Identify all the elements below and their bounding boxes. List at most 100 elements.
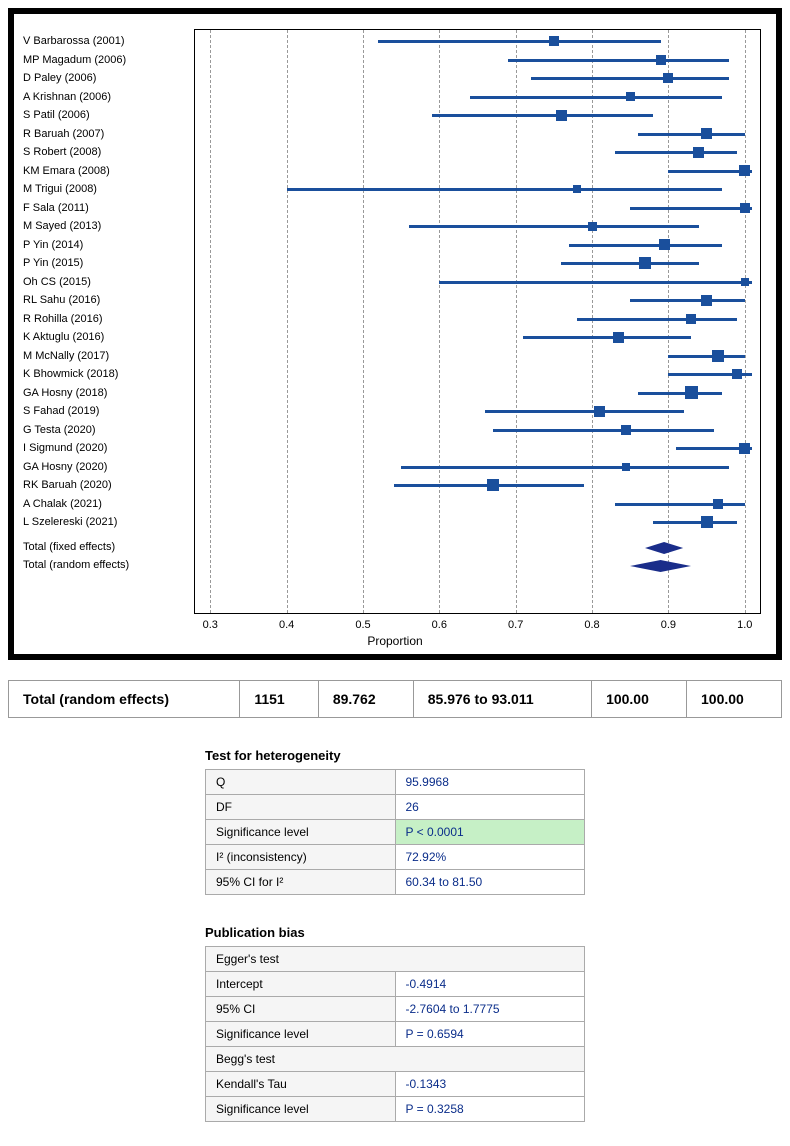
study-row: S Patil (2006) — [195, 106, 760, 125]
ci-line — [638, 392, 722, 395]
total-label: Total (fixed effects) — [23, 538, 188, 556]
pb-value: -2.7604 to 1.7775 — [395, 997, 585, 1022]
ci-line — [615, 503, 745, 506]
point-estimate — [712, 350, 724, 362]
summary-label: Total (random effects) — [9, 681, 240, 718]
study-label: K Aktuglu (2016) — [23, 328, 188, 346]
pubbias-title: Publication bias — [205, 925, 585, 940]
table-row: 95% CI for I²60.34 to 81.50 — [206, 870, 585, 895]
x-tick: 1.0 — [737, 619, 752, 631]
study-label: Oh CS (2015) — [23, 273, 188, 291]
diamond-icon — [645, 542, 683, 554]
study-row: A Chalak (2021) — [195, 495, 760, 514]
study-label: V Barbarossa (2001) — [23, 32, 188, 50]
x-tick: 0.3 — [203, 619, 218, 631]
point-estimate — [693, 147, 704, 158]
study-row: I Sigmund (2020) — [195, 439, 760, 458]
het-key: I² (inconsistency) — [206, 845, 396, 870]
study-row: L Szelereski (2021) — [195, 513, 760, 532]
point-estimate — [588, 222, 597, 231]
diamond-icon — [630, 560, 691, 572]
pb-section-head: Begg's test — [206, 1047, 585, 1072]
summary-table: Total (random effects) 1151 89.762 85.97… — [8, 680, 782, 718]
table-row: Begg's test — [206, 1047, 585, 1072]
study-row: G Testa (2020) — [195, 421, 760, 440]
ci-line — [470, 96, 722, 99]
study-row: RK Baruah (2020) — [195, 476, 760, 495]
x-tick: 0.8 — [584, 619, 599, 631]
study-row: R Rohilla (2016) — [195, 310, 760, 329]
point-estimate — [740, 203, 750, 213]
x-tick: 0.5 — [355, 619, 370, 631]
ci-line — [561, 262, 698, 265]
ci-line — [508, 59, 729, 62]
x-tick: 0.4 — [279, 619, 294, 631]
ci-line — [378, 40, 661, 43]
het-value: P < 0.0001 — [395, 820, 585, 845]
point-estimate — [639, 257, 651, 269]
study-row: D Paley (2006) — [195, 69, 760, 88]
point-estimate — [573, 185, 581, 193]
pb-value: P = 0.3258 — [395, 1097, 585, 1122]
study-label: G Testa (2020) — [23, 421, 188, 439]
study-row: K Aktuglu (2016) — [195, 328, 760, 347]
study-row: F Sala (2011) — [195, 199, 760, 218]
ci-line — [439, 281, 752, 284]
summary-w1: 100.00 — [592, 681, 687, 718]
point-estimate — [741, 278, 749, 286]
het-key: Q — [206, 770, 396, 795]
het-value: 60.34 to 81.50 — [395, 870, 585, 895]
table-row: Q95.9968 — [206, 770, 585, 795]
ci-line — [401, 466, 729, 469]
point-estimate — [621, 425, 631, 435]
study-label: M Trigui (2008) — [23, 180, 188, 198]
study-label: S Fahad (2019) — [23, 402, 188, 420]
ci-line — [630, 207, 752, 210]
ci-line — [577, 318, 737, 321]
study-row: S Robert (2008) — [195, 143, 760, 162]
table-row: DF26 — [206, 795, 585, 820]
plot-area: 0.30.40.50.60.70.80.91.0V Barbarossa (20… — [194, 29, 761, 614]
ci-line — [615, 151, 737, 154]
heterogeneity-title: Test for heterogeneity — [205, 748, 585, 763]
summary-w2: 100.00 — [687, 681, 782, 718]
study-row: KM Emara (2008) — [195, 162, 760, 181]
pubbias-section: Publication bias Egger's testIntercept-0… — [205, 925, 585, 1122]
x-axis-label: Proportion — [367, 634, 422, 648]
study-label: M McNally (2017) — [23, 347, 188, 365]
study-label: I Sigmund (2020) — [23, 439, 188, 457]
ci-line — [569, 244, 722, 247]
heterogeneity-section: Test for heterogeneity Q95.9968DF26Signi… — [205, 748, 585, 895]
pb-key: Significance level — [206, 1097, 396, 1122]
point-estimate — [732, 369, 742, 379]
ci-line — [531, 77, 730, 80]
ci-line — [668, 355, 744, 358]
study-row: MP Magadum (2006) — [195, 51, 760, 70]
point-estimate — [713, 499, 723, 509]
ci-line — [485, 410, 684, 413]
ci-line — [287, 188, 722, 191]
point-estimate — [739, 443, 750, 454]
study-row: RL Sahu (2016) — [195, 291, 760, 310]
study-row: GA Hosny (2020) — [195, 458, 760, 477]
point-estimate — [701, 128, 712, 139]
point-estimate — [556, 110, 567, 121]
study-row: S Fahad (2019) — [195, 402, 760, 421]
het-key: DF — [206, 795, 396, 820]
study-label: K Bhowmick (2018) — [23, 365, 188, 383]
study-row: P Yin (2014) — [195, 236, 760, 255]
study-label: A Chalak (2021) — [23, 495, 188, 513]
point-estimate — [659, 239, 670, 250]
study-label: KM Emara (2008) — [23, 162, 188, 180]
het-value: 95.9968 — [395, 770, 585, 795]
study-label: F Sala (2011) — [23, 199, 188, 217]
point-estimate — [487, 479, 499, 491]
pb-value: -0.4914 — [395, 972, 585, 997]
study-row: Oh CS (2015) — [195, 273, 760, 292]
pb-key: Intercept — [206, 972, 396, 997]
point-estimate — [622, 463, 630, 471]
study-label: RL Sahu (2016) — [23, 291, 188, 309]
pb-value: -0.1343 — [395, 1072, 585, 1097]
study-label: GA Hosny (2020) — [23, 458, 188, 476]
point-estimate — [701, 295, 712, 306]
